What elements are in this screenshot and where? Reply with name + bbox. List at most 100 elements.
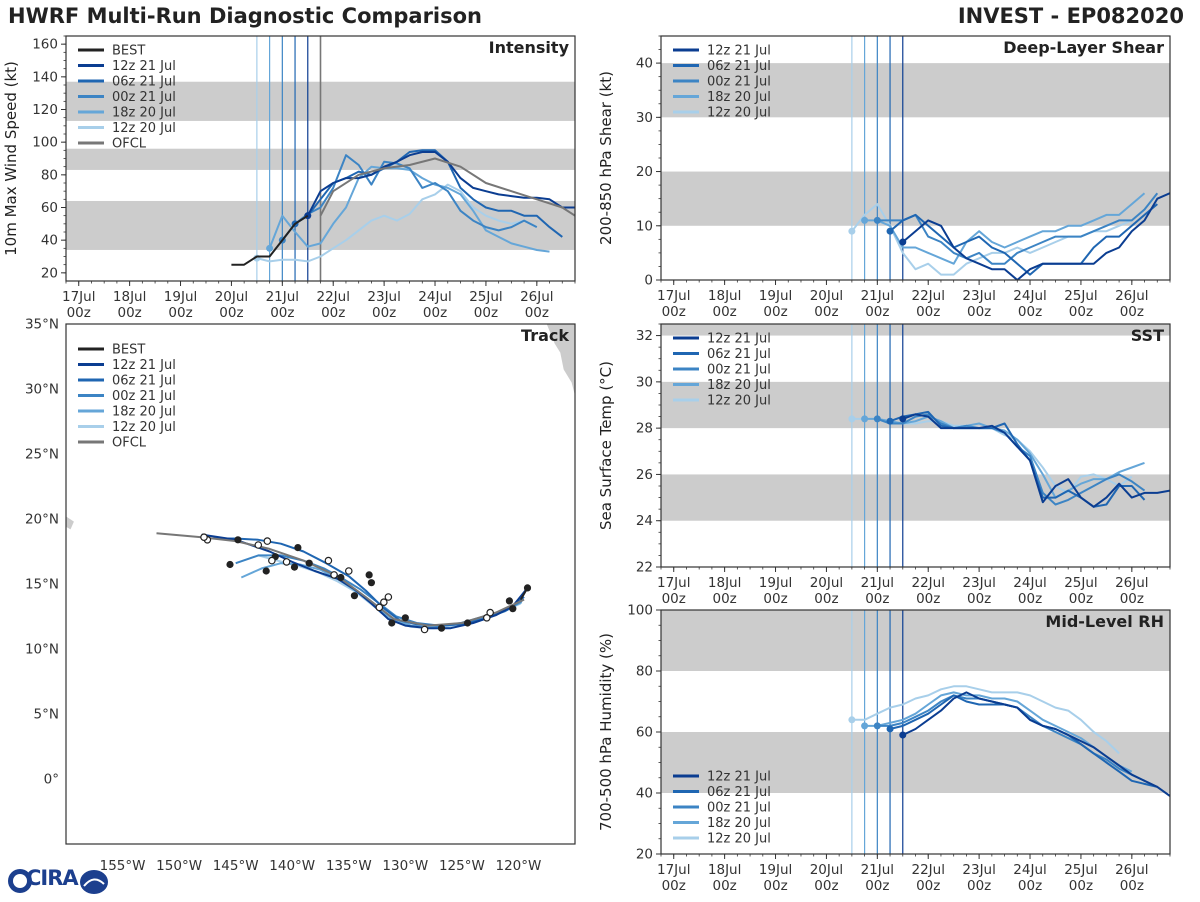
x-tick-label-day: 26Jul — [520, 289, 553, 305]
x-tick-label-day: 20Jul — [810, 862, 843, 878]
lat-tick-label: 0° — [44, 772, 59, 788]
x-tick-label-hour: 00z — [814, 304, 838, 320]
x-tick-label-hour: 00z — [525, 305, 549, 321]
legend-label: 12z 20 Jul — [112, 121, 176, 136]
legend-label: 12z 20 Jul — [707, 832, 771, 847]
y-tick-label: 60 — [636, 725, 653, 741]
y-tick-label: 30 — [636, 374, 653, 390]
x-tick-label-hour: 00z — [814, 591, 838, 607]
series-start-marker — [873, 216, 881, 224]
x-tick-label-day: 26Jul — [1115, 862, 1148, 878]
x-tick-label-hour: 00z — [1069, 591, 1093, 607]
x-tick-label-day: 17Jul — [657, 862, 690, 878]
series-start-marker — [861, 722, 869, 730]
series-line-06z-21-jul — [889, 203, 1158, 276]
x-tick-label-hour: 00z — [423, 305, 447, 321]
y-tick-label: 26 — [636, 467, 653, 483]
x-tick-label-day: 25Jul — [1064, 288, 1097, 304]
x-tick-label-hour: 00z — [117, 305, 141, 321]
legend-label: 12z 21 Jul — [707, 332, 771, 347]
y-tick-label: 20 — [636, 847, 653, 863]
legend-label: 12z 20 Jul — [707, 394, 771, 409]
legend-label: 00z 21 Jul — [707, 75, 771, 90]
x-tick-label-hour: 00z — [474, 305, 498, 321]
y-tick-label: 0 — [644, 273, 653, 289]
panel-title: SST — [1131, 326, 1164, 345]
legend-label: 12z 21 Jul — [112, 358, 176, 373]
track-marker-open — [254, 541, 263, 549]
x-tick-label-day: 19Jul — [759, 575, 792, 591]
shaded-band-2 — [661, 324, 1170, 336]
x-tick-label-day: 23Jul — [962, 575, 995, 591]
y-tick-label: 20 — [636, 164, 653, 180]
x-tick-label-day: 20Jul — [215, 289, 248, 305]
cira-logo-graphic — [8, 869, 108, 894]
x-tick-label-day: 19Jul — [759, 862, 792, 878]
track-marker-open — [486, 608, 494, 617]
land-hawaii — [66, 516, 74, 530]
cira-logo-text: CIRA — [26, 866, 79, 890]
legend-label: 06z 21 Jul — [707, 347, 771, 362]
track-marker-filled — [367, 579, 375, 587]
legend-label: 18z 20 Jul — [707, 816, 771, 831]
lon-tick-label: 130°W — [382, 858, 428, 874]
x-tick-label-hour: 00z — [1018, 591, 1042, 607]
track-marker-filled — [509, 605, 517, 613]
x-tick-label-hour: 00z — [967, 304, 991, 320]
panel-track: 0° 5°N 10°N 15°N 20°N 25°N 30°N 35°N 155°W 150°W 1… — [25, 317, 576, 874]
lat-tick-label: 15°N — [25, 577, 59, 593]
lat-tick-label: 10°N — [25, 642, 59, 658]
track-marker-open — [384, 593, 393, 601]
track-marker-filled — [294, 544, 302, 552]
track-line-12z-21-jul — [201, 533, 529, 630]
track-marker-filled — [523, 584, 532, 592]
track-marker-open — [344, 567, 353, 575]
x-tick-label-day: 20Jul — [810, 575, 843, 591]
y-tick-label: 100 — [32, 135, 58, 151]
figure-title: HWRF Multi-Run Diagnostic Comparison — [8, 4, 483, 28]
legend-label: 18z 20 Jul — [707, 90, 771, 105]
y-tick-label: 20 — [41, 265, 58, 281]
series-line-06z-21-jul — [889, 410, 1146, 508]
y-tick-label: 100 — [627, 603, 653, 619]
legend-label: 12z 21 Jul — [112, 59, 176, 74]
x-tick-label-hour: 00z — [662, 878, 686, 894]
x-tick-label-hour: 00z — [1120, 591, 1144, 607]
track-marker-filled — [234, 536, 242, 544]
y-tick-label: 22 — [636, 560, 653, 576]
x-tick-label-hour: 00z — [712, 878, 736, 894]
lon-tick-label: 135°W — [326, 858, 372, 874]
series-start-marker — [873, 415, 881, 423]
x-tick-label-day: 26Jul — [1115, 288, 1148, 304]
x-tick-label-day: 20Jul — [810, 288, 843, 304]
lon-tick-label: 125°W — [439, 858, 485, 874]
x-tick-label-day: 18Jul — [708, 288, 741, 304]
x-tick-label-hour: 00z — [814, 878, 838, 894]
legend-label: OFCL — [112, 436, 147, 451]
legend-label: 12z 20 Jul — [707, 106, 771, 121]
axes-frame — [65, 323, 576, 845]
x-tick-label-hour: 00z — [1069, 878, 1093, 894]
x-tick-label-day: 22Jul — [316, 289, 349, 305]
legend-label: 06z 21 Jul — [707, 785, 771, 800]
legend-label: OFCL — [112, 137, 147, 152]
x-tick-label-day: 22Jul — [911, 575, 944, 591]
y-tick-label: 140 — [32, 69, 58, 85]
x-tick-label-hour: 00z — [1018, 878, 1042, 894]
panel-sst: 22242628303217Jul00z18Jul00z19Jul00z20Ju… — [597, 323, 1171, 607]
track-marker-filled — [337, 573, 345, 582]
y-tick-label: 10 — [636, 218, 653, 234]
x-tick-label-hour: 00z — [712, 591, 736, 607]
x-tick-label-day: 21Jul — [266, 289, 299, 305]
legend-label: 00z 21 Jul — [112, 389, 176, 404]
x-tick-label-hour: 00z — [967, 591, 991, 607]
x-tick-label-hour: 00z — [916, 304, 940, 320]
track-marker-filled — [226, 560, 234, 569]
legend-label: BEST — [112, 44, 145, 59]
y-axis-label: 700-500 hPa Humidity (%) — [597, 633, 615, 831]
track-marker-open — [263, 537, 272, 545]
panel-title: Mid-Level RH — [1045, 612, 1164, 631]
y-tick-label: 80 — [41, 167, 58, 183]
series-start-marker — [848, 415, 856, 423]
